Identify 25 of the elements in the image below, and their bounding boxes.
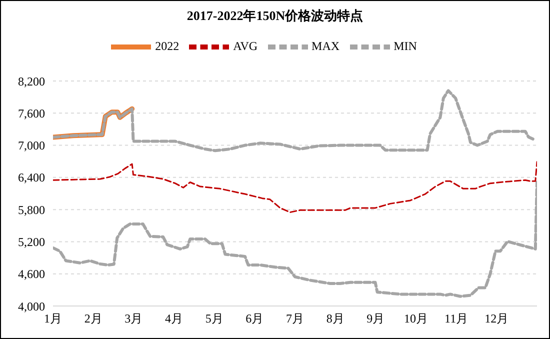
legend-label: AVG — [233, 38, 258, 53]
legend-label: 2022 — [155, 38, 180, 53]
chart-title: 2017-2022年150N价格波动特点 — [186, 7, 364, 25]
x-tick-label: 5月 — [205, 312, 224, 326]
y-tick-label: 6,400 — [18, 170, 45, 185]
legend-label: MIN — [394, 38, 417, 53]
x-tick-label: 3月 — [124, 312, 143, 326]
y-tick-label: 5,200 — [18, 234, 45, 249]
x-tick-label: 4月 — [165, 312, 183, 326]
x-tick-label: 9月 — [366, 312, 385, 326]
legend-label: MAX — [312, 38, 340, 53]
x-tick-label: 1月 — [44, 312, 62, 326]
x-tick-label: 12月 — [484, 312, 509, 326]
y-tick-label: 4,600 — [18, 267, 45, 282]
x-tick-label: 7月 — [286, 312, 304, 326]
x-tick-label: 8月 — [326, 312, 344, 326]
y-tick-label: 8,200 — [18, 74, 45, 88]
x-tick-label: 6月 — [246, 312, 264, 326]
y-tick-label: 7,600 — [18, 106, 45, 120]
x-tick-label: 11月 — [444, 312, 468, 326]
x-tick-label: 2月 — [84, 312, 102, 326]
y-tick-label: 7,000 — [18, 138, 45, 153]
y-tick-label: 5,800 — [18, 202, 45, 217]
x-tick-label: 10月 — [404, 312, 428, 326]
y-tick-label: 4,000 — [18, 299, 45, 314]
